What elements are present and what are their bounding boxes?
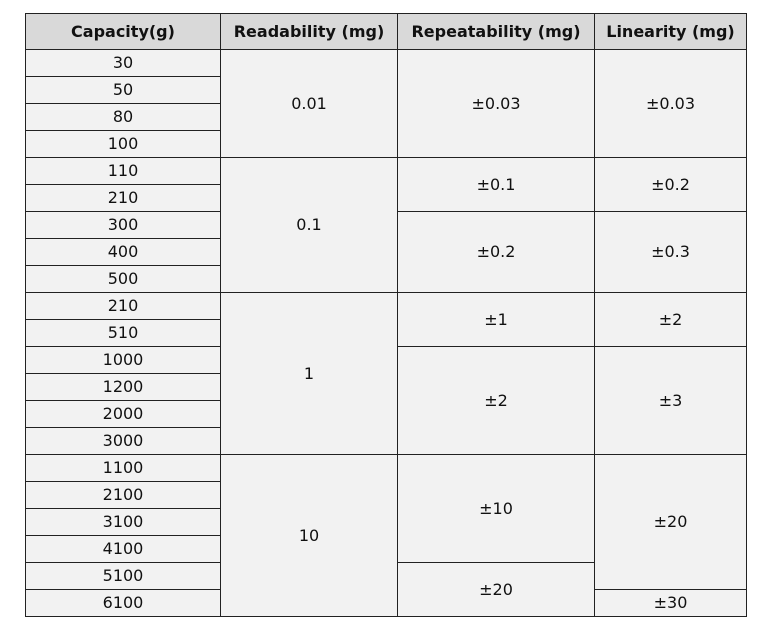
- capacity-cell: 3000: [25, 427, 221, 455]
- table-row: 2000: [25, 400, 747, 428]
- capacity-cell: 400: [25, 238, 221, 266]
- header-capacity: Capacity(g): [25, 13, 221, 50]
- table-row: 110 0.1 ±0.1 ±0.2: [25, 157, 747, 293]
- linearity-cell: ±30: [594, 589, 747, 617]
- capacity-cell: 5100: [25, 562, 221, 590]
- linearity-cell: ±2: [594, 292, 747, 347]
- readability-cell: 0.1: [220, 157, 398, 293]
- capacity-cell: 30: [25, 49, 221, 77]
- capacity-cell: 300: [25, 211, 221, 239]
- repeatability-cell: ±1: [397, 292, 595, 347]
- capacity-cell: 80: [25, 103, 221, 131]
- linearity-cell: ±3: [594, 346, 747, 455]
- capacity-cell: 1100: [25, 454, 221, 482]
- capacity-cell: 210: [25, 292, 221, 320]
- capacity-cell: 4100: [25, 535, 221, 563]
- table-row: 400: [25, 238, 747, 266]
- table-row: 6100 ±30: [25, 589, 747, 617]
- header-linearity: Linearity (mg): [594, 13, 747, 50]
- capacity-cell: 2000: [25, 400, 221, 428]
- header-repeatability: Repeatability (mg): [397, 13, 595, 50]
- repeatability-cell: ±2: [397, 346, 595, 455]
- table-row: 30 0.01 ±0.03 ±0.03: [25, 49, 747, 158]
- capacity-cell: 1200: [25, 373, 221, 401]
- table-row: 5100 ±20: [25, 562, 747, 617]
- table-row: 210: [25, 184, 747, 212]
- repeatability-cell: ±20: [397, 562, 595, 617]
- repeatability-cell: ±0.03: [397, 49, 595, 158]
- capacity-cell: 50: [25, 76, 221, 104]
- linearity-cell: ±0.03: [594, 49, 747, 158]
- repeatability-cell: ±0.2: [397, 211, 595, 293]
- table-row: 500: [25, 265, 747, 293]
- capacity-cell: 110: [25, 157, 221, 185]
- capacity-cell: 510: [25, 319, 221, 347]
- table-row: 4100: [25, 535, 747, 563]
- table-row: 3000: [25, 427, 747, 455]
- capacity-cell: 1000: [25, 346, 221, 374]
- header-readability: Readability (mg): [220, 13, 398, 50]
- table-row: 1100 10 ±10 ±20: [25, 454, 747, 617]
- capacity-cell: 3100: [25, 508, 221, 536]
- linearity-cell: ±20: [594, 454, 747, 590]
- repeatability-cell: ±10: [397, 454, 595, 563]
- readability-cell: 0.01: [220, 49, 398, 158]
- table-row: 1200: [25, 373, 747, 401]
- table-row: 210 1 ±1 ±2: [25, 292, 747, 455]
- readability-cell: 10: [220, 454, 398, 617]
- capacity-cell: 500: [25, 265, 221, 293]
- readability-cell: 1: [220, 292, 398, 455]
- table-row: 3100: [25, 508, 747, 536]
- capacity-cell: 2100: [25, 481, 221, 509]
- table-row: 510: [25, 319, 747, 347]
- specification-table: Capacity(g) Readability (mg) Repeatabili…: [25, 13, 747, 617]
- linearity-cell: ±0.2: [594, 157, 747, 212]
- header-row: Capacity(g) Readability (mg) Repeatabili…: [25, 13, 747, 50]
- capacity-cell: 6100: [25, 589, 221, 617]
- table-row: 50: [25, 76, 747, 104]
- capacity-cell: 100: [25, 130, 221, 158]
- table-row: 1000 ±2 ±3: [25, 346, 747, 455]
- table-row: 300 ±0.2 ±0.3: [25, 211, 747, 293]
- repeatability-cell: ±0.1: [397, 157, 595, 212]
- capacity-cell: 210: [25, 184, 221, 212]
- linearity-cell: ±0.3: [594, 211, 747, 293]
